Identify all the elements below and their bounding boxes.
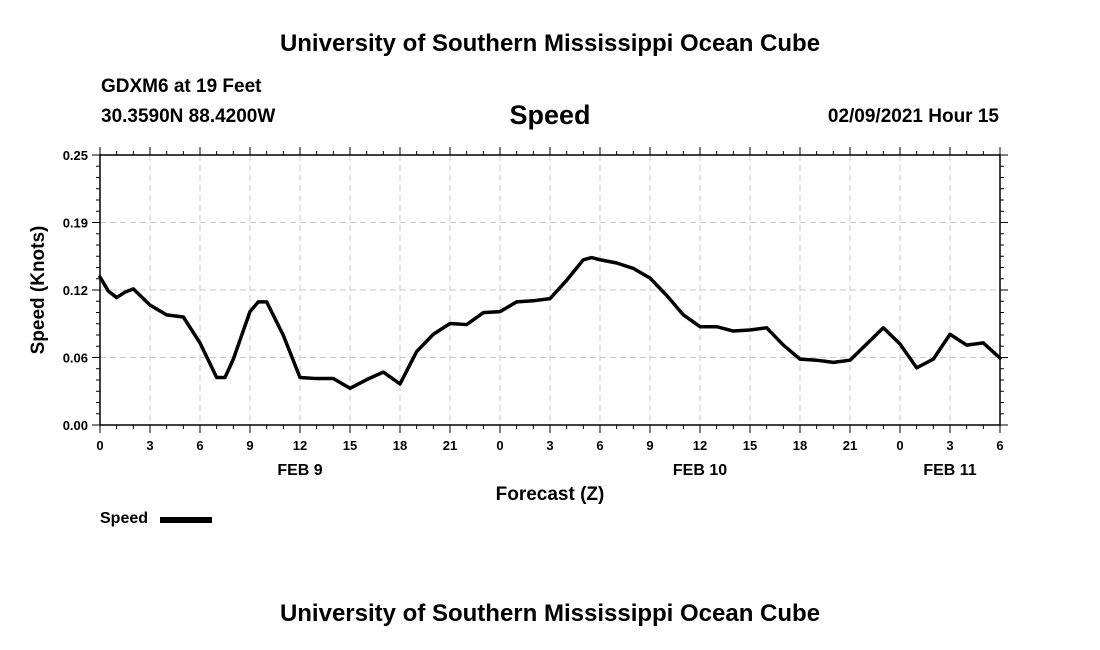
axis-labels: 0.00 0.06 0.12 0.19 0.25 0 3 6 9 12 15 18 21 0 3 6 9 12 15… <box>63 148 1004 479</box>
y-tick-label: 0.00 <box>63 418 88 433</box>
x-tick-label: 3 <box>546 438 553 453</box>
x-tick-label: 15 <box>343 438 357 453</box>
chart-title: Speed <box>509 100 591 130</box>
grid <box>100 155 1000 425</box>
station-label: GDXM6 at 19 Feet <box>101 76 262 97</box>
x-tick-label: 6 <box>196 438 203 453</box>
x-tick-label: 15 <box>743 438 757 453</box>
location-label: 30.3590N 88.4200W <box>101 106 276 127</box>
date-label: FEB 10 <box>673 462 727 479</box>
date-label: FEB 11 <box>923 462 976 479</box>
x-tick-label: 6 <box>596 438 603 453</box>
x-tick-label: 12 <box>693 438 707 453</box>
x-tick-label: 6 <box>996 438 1003 453</box>
x-tick-label: 18 <box>393 438 407 453</box>
x-tick-label: 0 <box>96 438 103 453</box>
x-tick-label: 0 <box>896 438 903 453</box>
x-axis-label: Forecast (Z) <box>496 484 605 505</box>
y-tick-label: 0.12 <box>63 283 88 298</box>
x-tick-label: 3 <box>146 438 153 453</box>
page-title: University of Southern Mississippi Ocean… <box>279 30 821 57</box>
x-tick-label: 0 <box>496 438 503 453</box>
timestamp-label: 02/09/2021 Hour 15 <box>827 106 999 127</box>
plot-frame <box>99 154 1001 426</box>
y-axis-label: Speed (Knots) <box>28 226 49 355</box>
x-tick-label: 3 <box>946 438 953 453</box>
date-label: FEB 9 <box>277 462 322 479</box>
legend-swatch <box>160 517 212 523</box>
x-tick-label: 21 <box>443 438 457 453</box>
x-tick-label: 9 <box>246 438 253 453</box>
x-tick-label: 12 <box>293 438 307 453</box>
legend-label: Speed <box>100 510 149 527</box>
footer-title: University of Southern Mississippi Ocean… <box>279 600 821 627</box>
x-tick-label: 9 <box>646 438 653 453</box>
y-tick-label: 0.19 <box>63 216 88 231</box>
y-tick-label: 0.06 <box>63 351 88 366</box>
speed-series-line <box>98 255 1002 391</box>
x-tick-label: 18 <box>793 438 807 453</box>
x-tick-label: 21 <box>843 438 857 453</box>
y-tick-label: 0.25 <box>63 148 88 163</box>
